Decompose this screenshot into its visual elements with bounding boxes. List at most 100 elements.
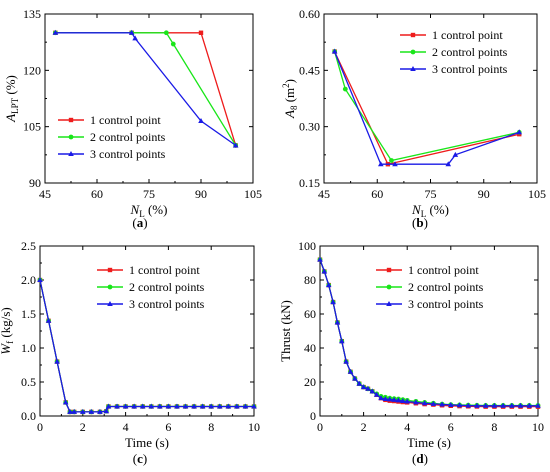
- y-axis-label-sub: LPT: [10, 97, 20, 114]
- data-point: [445, 161, 452, 167]
- panel-label-letter: d: [416, 451, 424, 466]
- legend-marker: [68, 151, 74, 156]
- y-axis-label-main: A: [3, 114, 18, 123]
- data-point: [456, 402, 463, 408]
- data-point: [404, 398, 410, 404]
- y-tick-label: 0.0: [21, 409, 36, 423]
- data-point: [122, 403, 129, 409]
- data-point: [439, 401, 445, 407]
- data-point: [421, 400, 428, 406]
- data-point: [67, 408, 73, 414]
- data-point: [62, 399, 69, 405]
- panel-label-letter: b: [416, 215, 423, 230]
- data-point: [331, 48, 338, 54]
- series-line-3: [39, 279, 254, 413]
- y-axis-label-close: ): [282, 79, 297, 83]
- chart-panel-b: 45 60 75 90 105 0.15 0.30 0.45 0.60 NL (%) A8 (m2)…: [281, 7, 546, 230]
- y-axis-label: Wf (kg/s): [0, 307, 15, 354]
- y-tick-label: 0.5: [21, 375, 36, 389]
- legend-marker: [386, 267, 392, 273]
- data-point: [148, 403, 155, 409]
- y-tick-label: 2.0: [21, 273, 36, 287]
- data-point: [365, 385, 371, 391]
- data-point: [174, 403, 180, 409]
- y-tick-label: 0.30: [299, 120, 320, 134]
- data-point: [334, 319, 341, 325]
- data-point: [88, 408, 95, 414]
- data-point: [80, 408, 86, 414]
- data-point: [128, 29, 135, 35]
- data-point: [491, 402, 498, 408]
- x-tick-label: 105: [528, 187, 546, 201]
- panel-label: (a): [132, 215, 147, 230]
- x-tick-label: 8: [208, 420, 214, 434]
- panel-label-open: (: [412, 215, 416, 230]
- data-point: [391, 396, 397, 402]
- data-point: [516, 129, 523, 135]
- data-point: [198, 118, 204, 124]
- data-point: [356, 380, 363, 386]
- data-point: [132, 35, 138, 41]
- data-point: [251, 403, 257, 409]
- legend-marker: [107, 301, 113, 306]
- data-point: [392, 161, 398, 167]
- data-point: [330, 299, 336, 305]
- data-point: [216, 403, 223, 409]
- y-tick-label: 0: [310, 409, 316, 423]
- data-point: [389, 158, 394, 163]
- legend-entry: 3 control points: [129, 297, 205, 311]
- data-point: [232, 142, 239, 148]
- panel-label-close: ): [143, 215, 147, 230]
- series-line-3: [333, 51, 520, 165]
- x-tick-label: 6: [448, 420, 454, 434]
- data-point: [352, 375, 358, 381]
- x-tick-label: 75: [143, 187, 155, 201]
- data-point: [465, 402, 472, 408]
- data-point: [139, 403, 146, 409]
- x-tick-label: 0: [317, 420, 323, 434]
- x-tick-label: 0: [37, 420, 43, 434]
- legend-entry: 3 control points: [408, 297, 484, 311]
- panel-label-close: ): [143, 451, 147, 466]
- data-point: [413, 399, 419, 405]
- y-axis-label-unit: (m: [282, 88, 297, 106]
- x-tick-label: 10: [248, 420, 260, 434]
- y-tick-label: 40: [304, 341, 316, 355]
- y-axis-label: ALPT (%): [3, 75, 20, 123]
- legend-entry: 1 control point: [90, 113, 161, 127]
- data-point: [535, 402, 541, 408]
- panel-label: (d): [412, 451, 428, 466]
- x-tick-label: 90: [195, 187, 207, 201]
- data-point: [500, 402, 506, 408]
- x-axis-label: NL (%): [130, 202, 168, 219]
- series-line-1: [55, 32, 237, 146]
- y-tick-label: 20: [304, 375, 316, 389]
- data-point: [360, 384, 367, 390]
- x-tick-label: 2: [361, 420, 367, 434]
- x-axis-label: Time (s): [407, 435, 451, 450]
- data-point: [509, 402, 515, 408]
- data-point: [342, 86, 348, 92]
- series-line-2: [333, 51, 520, 162]
- data-point: [52, 29, 59, 35]
- data-point: [131, 403, 137, 409]
- legend: 1 control point 2 control points 3 control…: [376, 263, 484, 311]
- data-point: [208, 403, 214, 409]
- panel-label-open: (: [132, 215, 136, 230]
- y-axis-label-main: A: [282, 110, 297, 119]
- data-point: [400, 398, 406, 404]
- legend-entry: 2 control points: [432, 45, 508, 59]
- x-axis-label-unit: (%): [426, 202, 449, 217]
- data-point: [369, 388, 376, 394]
- x-tick-label: 90: [478, 187, 490, 201]
- y-tick-label: 0.60: [299, 7, 320, 21]
- panel-label: (b): [412, 215, 428, 230]
- data-point: [482, 402, 489, 408]
- y-axis-label: Thrust (kN): [278, 300, 293, 362]
- legend-entry: 2 control points: [129, 280, 205, 294]
- data-point: [198, 30, 204, 35]
- x-tick-label: 75: [425, 187, 437, 201]
- x-tick-label: 8: [491, 420, 497, 434]
